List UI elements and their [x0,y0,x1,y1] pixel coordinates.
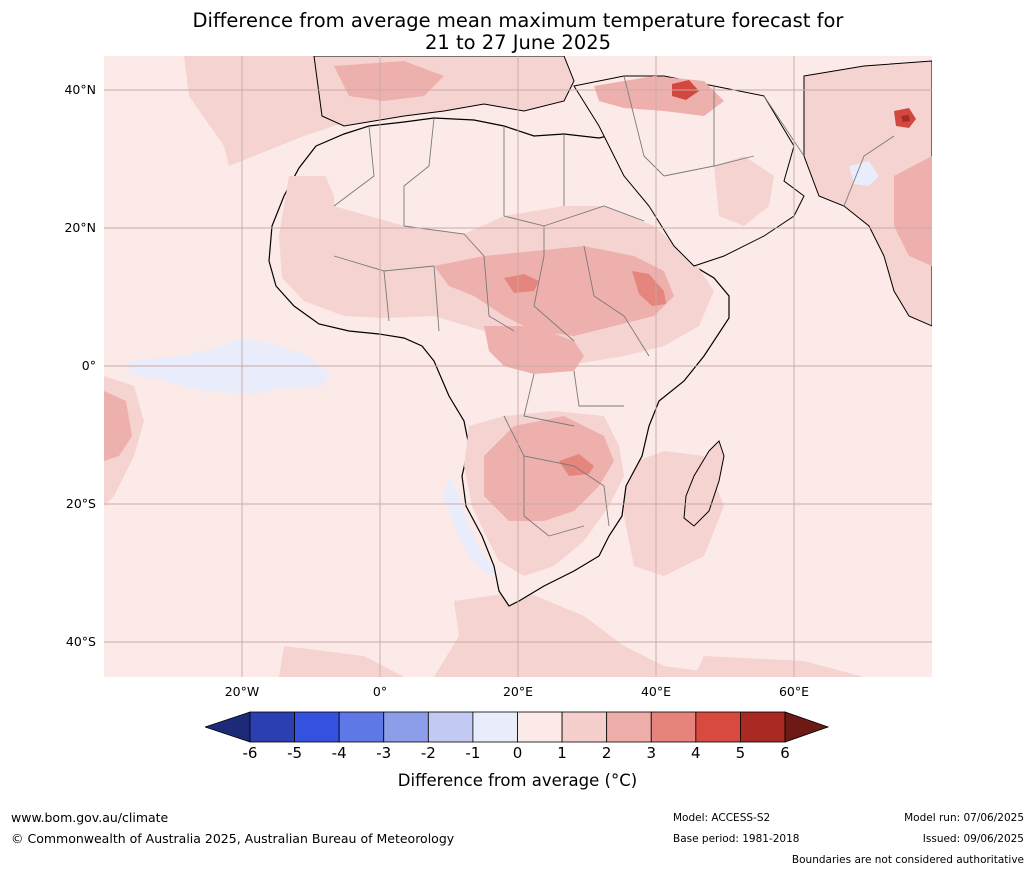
footer-issued: Issued: 09/06/2025 [922,833,1024,845]
colorbar-tick-label: -2 [420,744,436,762]
footer-model-run: Model run: 07/06/2025 [904,812,1024,824]
colorbar-tick-label: 6 [780,744,790,762]
map-svg [104,56,932,677]
colorbar-tick-label: -6 [242,744,258,762]
colorbar-label: Difference from average (°C) [397,771,638,790]
colorbar-tick-label: -4 [331,744,347,762]
colorbar-cell [338,711,385,743]
kashmir-hot-spot [901,115,910,122]
sahel-warm-band [434,246,674,336]
footer-base-period: Base period: 1981-2018 [673,833,800,845]
pakistan-cool-patch [849,161,879,186]
colorbar-tick-label: 5 [735,744,746,762]
colorbar-over-arrow [784,711,830,743]
lat-label-20s: 20°S [65,496,96,511]
colorbar-tick-label: -5 [287,744,303,762]
colorbar-cell [695,711,741,743]
colorbar-cell [472,711,518,743]
lat-label-20n: 20°N [64,220,96,235]
southern-ocean-warm-patch [279,646,404,677]
footer-model: Model: ACCESS-S2 [673,812,771,824]
colorbar-tick-label: 2 [601,744,612,762]
footer-website[interactable]: www.bom.gov.au/climate [11,810,169,825]
horn-warm-core [632,271,666,306]
lon-label-60e: 60°E [778,684,810,699]
lat-label-40n: 40°N [64,82,96,97]
colorbar-tick-label: 1 [557,744,567,762]
lon-label-0: 0° [372,684,388,699]
lon-label-20w: 20°W [224,684,260,699]
colorbar-cell [383,711,429,743]
country-borders [333,75,895,537]
colorbar [205,711,830,743]
footer-copyright: © Commonwealth of Australia 2025, Austra… [11,831,455,846]
europe-warm-core [334,61,444,101]
colorbar-cell [650,711,697,743]
southern-africa-warm-core [484,416,614,521]
colorbar-cell [561,711,608,743]
central-africa-warm-region [484,326,584,374]
zambia-warm-core [559,454,594,476]
title-line-1: Difference from average mean maximum tem… [192,9,844,32]
south-atlantic-warm-patch [434,591,744,677]
colorbar-tick-label: 0 [512,744,523,762]
temperature-anomaly-map [104,56,932,677]
sahel-warm-core [504,274,539,293]
india-warm-region [894,156,932,266]
colorbar-cells [249,711,786,743]
colorbar-tick-label: 3 [646,744,657,762]
title-line-2: 21 to 27 June 2025 [424,31,612,54]
gulf-warm-region [714,156,774,226]
sahara-neutral-region [319,146,559,221]
colorbar-cell [606,711,652,743]
colorbar-cell [740,711,786,743]
colorbar-tick-label: 4 [691,744,701,762]
lon-label-20e: 20°E [502,684,534,699]
south-asia-landmass [803,60,932,327]
footer-disclaimer: Boundaries are not considered authoritat… [791,854,1024,866]
lat-label-40s: 40°S [65,634,96,649]
colorbar-cell [517,711,563,743]
map-title: Difference from average mean maximum tem… [104,10,932,54]
graticule [104,56,932,677]
colorbar-tick-label: -3 [376,744,392,762]
colorbar-under-arrow [205,711,251,743]
colorbar-cell [294,711,340,743]
brazil-warm-core [104,391,132,461]
colorbar-cell [427,711,474,743]
colorbar-tick-label: -1 [465,744,481,762]
lon-label-40e: 40°E [640,684,672,699]
madagascar [683,440,725,527]
colorbar-cell [249,711,295,743]
southern-ocean-warm-patch-2 [694,656,864,677]
benguela-cool-patch [444,476,496,576]
lat-label-0: 0° [81,358,96,373]
